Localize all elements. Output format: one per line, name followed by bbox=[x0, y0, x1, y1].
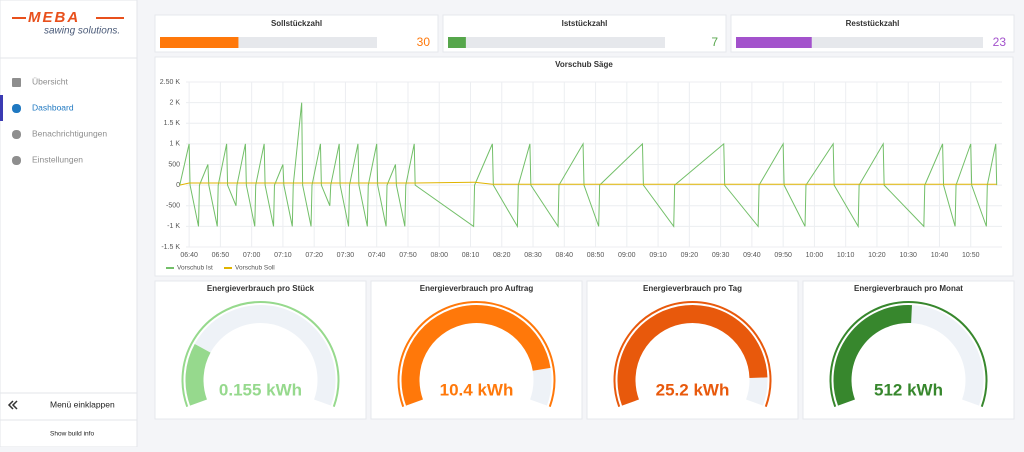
gauge-title: Energieverbrauch pro Stück bbox=[207, 284, 315, 293]
x-tick-label: 08:30 bbox=[524, 252, 542, 259]
nav-icon bbox=[12, 130, 21, 139]
nav-item[interactable]: Benachrichtigungen bbox=[32, 128, 107, 138]
gauge-threshold bbox=[181, 301, 340, 408]
x-tick-label: 10:20 bbox=[868, 252, 886, 259]
stat-bar bbox=[160, 37, 239, 48]
nav-icon bbox=[12, 104, 21, 113]
gauge-value-arc bbox=[833, 305, 912, 406]
x-tick-label: 07:30 bbox=[337, 252, 355, 259]
x-tick-label: 08:10 bbox=[462, 252, 480, 259]
x-tick-label: 07:50 bbox=[399, 252, 417, 259]
logo-tagline: sawing solutions. bbox=[44, 26, 120, 37]
gauge-value-arc bbox=[617, 305, 768, 406]
x-tick-label: 07:10 bbox=[274, 252, 292, 259]
x-tick-label: 08:50 bbox=[587, 252, 605, 259]
x-tick-label: 06:40 bbox=[180, 252, 198, 259]
build-info[interactable]: Show build info bbox=[50, 431, 94, 438]
y-tick-label: -1.5 K bbox=[161, 244, 180, 251]
gauge-value: 25.2 kWh bbox=[656, 380, 730, 399]
y-tick-label: -500 bbox=[166, 203, 180, 210]
x-tick-label: 09:20 bbox=[681, 252, 699, 259]
x-tick-label: 10:40 bbox=[931, 252, 949, 259]
x-tick-label: 06:50 bbox=[212, 252, 230, 259]
stat-bar-track bbox=[160, 37, 377, 48]
stat-bar-track bbox=[736, 37, 983, 48]
y-tick-label: 2.50 K bbox=[160, 79, 181, 86]
stat-title: Sollstückzahl bbox=[271, 19, 322, 28]
stat-title: Reststückzahl bbox=[846, 19, 900, 28]
x-tick-label: 07:00 bbox=[243, 252, 261, 259]
stat-bar bbox=[448, 37, 466, 48]
gauge-threshold bbox=[397, 301, 556, 408]
gauge-threshold bbox=[829, 301, 988, 408]
gauge-value: 0.155 kWh bbox=[219, 380, 302, 399]
x-tick-label: 07:40 bbox=[368, 252, 386, 259]
gauge-value-arc bbox=[401, 305, 551, 406]
x-tick-label: 09:50 bbox=[774, 252, 792, 259]
x-tick-label: 08:00 bbox=[430, 252, 448, 259]
y-tick-label: 500 bbox=[168, 161, 180, 168]
stat-bar bbox=[736, 37, 812, 48]
gauge-title: Energieverbrauch pro Auftrag bbox=[420, 284, 534, 293]
x-tick-label: 08:20 bbox=[493, 252, 511, 259]
gauge-value-arc bbox=[185, 343, 211, 406]
legend-label[interactable]: Vorschub Soll bbox=[235, 265, 275, 272]
legend-label[interactable]: Vorschub Ist bbox=[177, 265, 213, 272]
gauge-threshold bbox=[613, 301, 772, 408]
chart-title: Vorschub Säge bbox=[555, 60, 613, 69]
series-line bbox=[179, 102, 998, 229]
gauge-title: Energieverbrauch pro Tag bbox=[643, 284, 742, 293]
x-tick-label: 09:00 bbox=[618, 252, 636, 259]
x-tick-label: 10:10 bbox=[837, 252, 855, 259]
active-indicator bbox=[0, 95, 3, 121]
x-tick-label: 07:20 bbox=[305, 252, 323, 259]
stat-bar-track bbox=[448, 37, 665, 48]
stat-value: 7 bbox=[711, 35, 718, 49]
x-tick-label: 10:50 bbox=[962, 252, 980, 259]
nav-item[interactable]: Einstellungen bbox=[32, 154, 83, 164]
y-tick-label: 1 K bbox=[169, 141, 180, 148]
gauge-title: Energieverbrauch pro Monat bbox=[854, 284, 963, 293]
y-tick-label: 0 bbox=[176, 182, 180, 189]
y-tick-label: 1.5 K bbox=[164, 120, 181, 127]
x-tick-label: 10:00 bbox=[806, 252, 824, 259]
gauge-value: 10.4 kWh bbox=[440, 380, 514, 399]
nav-icon bbox=[12, 78, 21, 87]
stat-value: 30 bbox=[417, 35, 431, 49]
nav-item[interactable]: Übersicht bbox=[32, 76, 69, 86]
logo: MEBA bbox=[28, 9, 80, 26]
x-tick-label: 10:30 bbox=[899, 252, 917, 259]
x-tick-label: 09:40 bbox=[743, 252, 761, 259]
collapse-icon[interactable] bbox=[7, 400, 18, 410]
y-tick-label: -1 K bbox=[167, 223, 180, 230]
x-tick-label: 09:10 bbox=[649, 252, 667, 259]
nav-icon bbox=[12, 156, 21, 165]
sidebar bbox=[0, 0, 138, 448]
x-tick-label: 09:30 bbox=[712, 252, 730, 259]
stat-title: Iststückzahl bbox=[562, 19, 608, 28]
nav-item[interactable]: Dashboard bbox=[32, 102, 74, 112]
collapse-button[interactable]: Menü einklappen bbox=[50, 399, 115, 409]
y-tick-label: 2 K bbox=[169, 99, 180, 106]
gauge-value: 512 kWh bbox=[874, 380, 943, 399]
stat-value: 23 bbox=[993, 35, 1007, 49]
series-line bbox=[179, 181, 997, 186]
x-tick-label: 08:40 bbox=[556, 252, 574, 259]
